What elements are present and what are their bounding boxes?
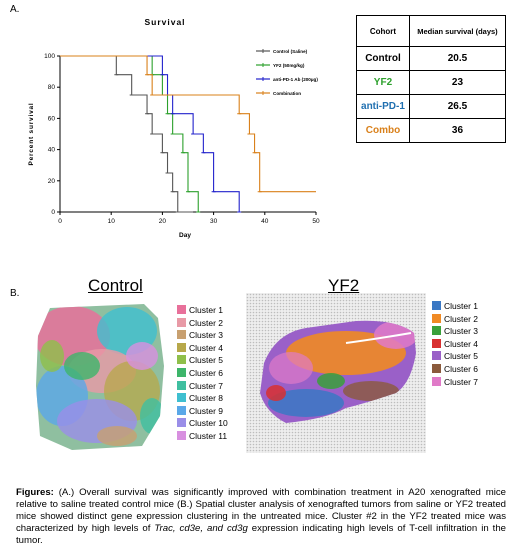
chart-title: Survival bbox=[144, 17, 185, 27]
legend-label: YF2 (50mg/kg) bbox=[273, 63, 305, 68]
table-header-median: Median survival (days) bbox=[408, 15, 507, 47]
cohort-name: YF2 bbox=[356, 70, 410, 95]
cluster-swatch bbox=[432, 351, 441, 361]
cohort-name: Control bbox=[356, 46, 410, 71]
figure-caption: Figures: (A.) Overall survival was signi… bbox=[16, 487, 506, 547]
table-row: Combo 36 bbox=[356, 118, 507, 143]
y-tick-label: 0 bbox=[51, 209, 55, 216]
panel-b-label: B. bbox=[10, 288, 20, 299]
series-line-1 bbox=[60, 55, 199, 212]
caption-lead: Figures: bbox=[16, 487, 54, 498]
cluster-swatch bbox=[432, 376, 441, 386]
x-tick-label: 30 bbox=[210, 218, 218, 225]
survival-chart: Survival Percent survival Day 0 10 20 30 40 5… bbox=[28, 17, 320, 239]
cohort-median: 20.5 bbox=[408, 46, 507, 71]
table-header-row: Cohort Median survival (days) bbox=[356, 15, 507, 47]
cluster-label: Cluster 1 bbox=[189, 305, 224, 315]
y-tick-label: 20 bbox=[48, 178, 56, 185]
cluster-label: Cluster 1 bbox=[444, 301, 479, 311]
table-header-cohort: Cohort bbox=[356, 15, 410, 47]
cluster-label: Cluster 5 bbox=[189, 355, 224, 366]
y-tick-label: 40 bbox=[48, 147, 56, 154]
cluster-swatch bbox=[177, 418, 186, 428]
cluster-label: Cluster 3 bbox=[444, 326, 479, 337]
cluster-swatch bbox=[177, 330, 186, 340]
cluster-label: Cluster 4 bbox=[444, 338, 479, 349]
cluster-swatch bbox=[177, 431, 186, 440]
legend-label: Control (Saline) bbox=[273, 49, 308, 54]
cluster-swatch bbox=[177, 305, 186, 314]
legend-label: anti-PD-1 Ab (200µg) bbox=[273, 77, 318, 82]
cluster-label: Cluster 6 bbox=[444, 364, 479, 374]
cluster-label: Cluster 9 bbox=[189, 405, 224, 416]
chart-series bbox=[60, 55, 316, 213]
y-tick-label: 60 bbox=[48, 115, 56, 122]
cohort-median: 23 bbox=[408, 70, 507, 95]
caption-genes: Trac, cd3e, and cd3g bbox=[154, 523, 248, 534]
cluster-swatch bbox=[177, 317, 186, 327]
cluster-swatch bbox=[432, 364, 441, 373]
cluster-label: Cluster 3 bbox=[189, 330, 224, 341]
y-axis-label: Percent survival bbox=[28, 102, 35, 165]
cluster-label: Cluster 10 bbox=[189, 418, 228, 429]
x-axis-label: Day bbox=[179, 232, 191, 239]
cluster-label: Cluster 8 bbox=[189, 393, 224, 404]
table-row: YF2 23 bbox=[356, 70, 507, 95]
x-tick-label: 40 bbox=[261, 218, 269, 225]
cluster-swatch bbox=[177, 342, 186, 352]
cluster-swatch bbox=[432, 326, 441, 336]
cluster-label: Cluster 7 bbox=[189, 380, 224, 391]
cluster-label: Cluster 7 bbox=[444, 376, 479, 387]
cohort-median: 26.5 bbox=[408, 94, 507, 119]
cluster-swatch bbox=[177, 380, 186, 390]
cluster-swatch bbox=[432, 313, 441, 323]
cluster-swatch bbox=[177, 405, 186, 415]
x-tick-label: 0 bbox=[58, 218, 62, 225]
caption-part2: expression indicating high levels of T-c… bbox=[16, 523, 507, 546]
x-tick-label: 50 bbox=[312, 218, 320, 225]
cluster-label: Cluster 6 bbox=[189, 368, 224, 378]
cluster-label: Cluster 4 bbox=[189, 342, 224, 353]
table-row: Control 20.5 bbox=[356, 46, 507, 71]
yf2-map-title: YF2 bbox=[328, 276, 360, 295]
cluster-label: Cluster 2 bbox=[189, 317, 224, 328]
control-map-title: Control bbox=[88, 276, 143, 295]
cluster-swatch bbox=[177, 368, 186, 377]
cohort-median: 36 bbox=[408, 118, 507, 143]
cluster-swatch bbox=[432, 301, 441, 310]
cluster-swatch bbox=[177, 355, 186, 365]
x-tick-label: 20 bbox=[159, 218, 167, 225]
series-line-2 bbox=[60, 55, 240, 212]
yf2-spatial-map bbox=[246, 293, 426, 453]
cluster-label: Cluster 5 bbox=[444, 351, 479, 362]
cohort-name: Combo bbox=[356, 118, 410, 143]
chart-legend: Control (Saline) YF2 (50mg/kg) anti-PD-1 A… bbox=[256, 49, 318, 96]
control-spatial-map bbox=[36, 304, 164, 450]
cluster-label: Cluster 11 bbox=[189, 431, 228, 441]
caption-part1: (A.) Overall survival was significantly … bbox=[16, 487, 506, 534]
panel-a-label: A. bbox=[10, 4, 20, 15]
y-tick-label: 80 bbox=[48, 84, 56, 91]
median-survival-table: Cohort Median survival (days) Control 20.… bbox=[356, 15, 507, 143]
cluster-swatch bbox=[177, 393, 186, 403]
table-row: anti-PD-1 26.5 bbox=[356, 94, 507, 119]
cluster-swatch bbox=[432, 338, 441, 348]
legend-label: Combination bbox=[273, 91, 301, 96]
y-tick-label: 100 bbox=[44, 53, 55, 60]
x-tick-label: 10 bbox=[108, 218, 116, 225]
cohort-name: anti-PD-1 bbox=[356, 94, 410, 119]
cluster-label: Cluster 2 bbox=[444, 313, 479, 324]
